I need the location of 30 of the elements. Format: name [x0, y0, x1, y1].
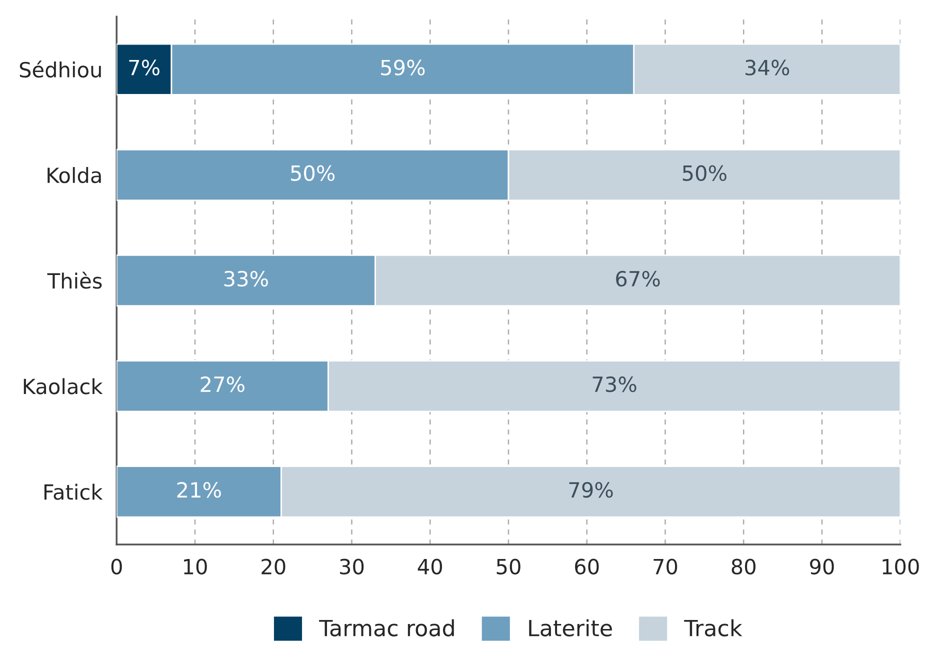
legend-label: Tarmac road [319, 619, 454, 636]
x-tick-label: 50 [496, 558, 520, 574]
data-label: 59% [381, 60, 425, 76]
legend-label: Laterite [529, 619, 612, 636]
y-tick-label: Sédhiou [20, 60, 101, 78]
x-tick-label: 20 [262, 558, 286, 574]
x-tick-label: 100 [882, 558, 919, 574]
x-tick-label: 60 [575, 558, 599, 574]
x-tick-label: 0 [111, 558, 122, 574]
x-tick-label: 70 [654, 558, 678, 574]
x-tick-label: 10 [184, 558, 207, 574]
data-label: 21% [177, 482, 221, 498]
y-tick-label: Fatick [44, 484, 103, 500]
data-label: 50% [291, 165, 335, 182]
y-tick-label: Kolda [48, 167, 101, 184]
data-label: 7% [129, 60, 160, 76]
data-label: 67% [616, 270, 660, 287]
x-tick-label: 40 [418, 558, 442, 574]
data-label: 73% [592, 376, 636, 392]
data-label: 50% [682, 165, 726, 182]
data-label: 34% [746, 60, 790, 76]
legend-label: Track [684, 619, 742, 636]
data-label: 27% [200, 376, 244, 392]
data-label: 79% [569, 482, 613, 498]
x-tick-label: 80 [732, 558, 756, 574]
data-label: 33% [224, 270, 268, 287]
y-tick-label: Kaolack [24, 378, 103, 394]
x-tick-label: 90 [810, 558, 834, 574]
y-tick-label: Thiès [47, 272, 102, 289]
x-tick-label: 30 [340, 558, 364, 574]
